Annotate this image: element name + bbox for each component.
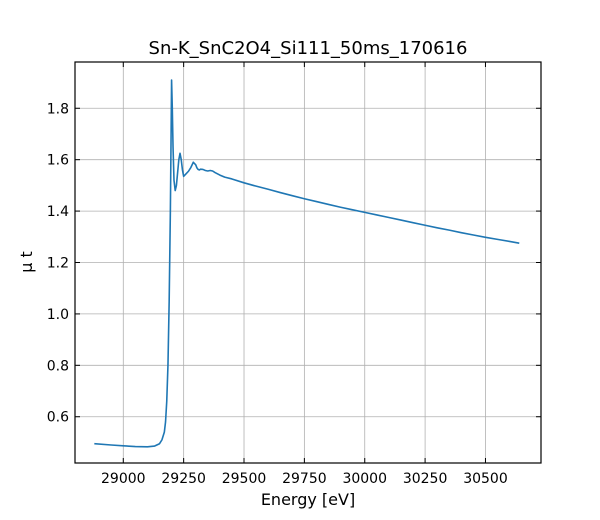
plot-frame: [74, 61, 542, 464]
x-tick-label: 30500: [463, 471, 508, 487]
y-axis-label: μ t: [17, 251, 36, 273]
x-tick-label: 29750: [282, 471, 327, 487]
x-tick-label: 30250: [403, 471, 448, 487]
y-tick-label: 0.6: [47, 410, 69, 426]
y-tick-label: 1.2: [47, 256, 69, 272]
series-layer: [94, 79, 520, 448]
y-tick-label: 1.0: [47, 307, 69, 323]
axis-ticks: 29000 29250 29500 29750 30000 30250 30500 0.6 0.…: [47, 62, 541, 487]
y-tick-label: 1.4: [47, 204, 69, 220]
x-tick-label: 29500: [222, 471, 267, 487]
x-tick-label: 29000: [101, 471, 146, 487]
y-tick-label: 1.6: [47, 153, 69, 169]
chart-title: Sn-K_SnC2O4_Si111_50ms_170616: [149, 38, 468, 59]
series-line-0: [94, 79, 520, 448]
y-tick-label: 0.8: [47, 358, 69, 374]
y-tick-label: 1.8: [47, 101, 69, 117]
x-axis-label: Energy [eV]: [261, 490, 355, 509]
grid-lines: [75, 62, 541, 463]
x-tick-label: 29250: [161, 471, 206, 487]
x-tick-label: 30000: [342, 471, 387, 487]
